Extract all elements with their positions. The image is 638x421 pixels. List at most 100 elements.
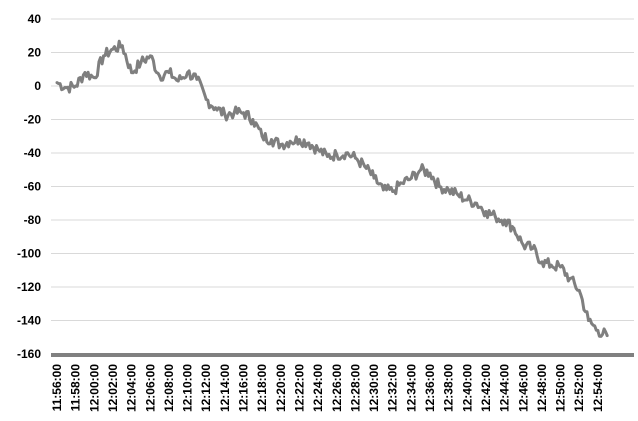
data-point	[139, 61, 143, 65]
x-tick-label: 12:22:00	[292, 364, 306, 412]
data-point	[391, 190, 395, 194]
x-axis-line	[51, 353, 634, 357]
x-tick-label: 12:06:00	[143, 364, 157, 412]
data-point	[447, 188, 451, 192]
x-tick-label: 12:16:00	[237, 364, 251, 412]
data-point	[148, 54, 152, 58]
data-point	[55, 81, 59, 85]
data-point	[186, 71, 190, 75]
data-point	[437, 185, 441, 188]
x-tick-label: 12:34:00	[404, 364, 418, 412]
x-tick-label: 12:00:00	[87, 364, 101, 412]
data-point	[223, 112, 227, 116]
data-point	[269, 138, 273, 142]
data-point	[531, 246, 535, 250]
x-tick-label: 12:54:00	[591, 364, 605, 412]
data-point	[251, 118, 255, 121]
x-tick-label: 11:56:00	[50, 364, 64, 412]
y-tick-label: -40	[24, 146, 42, 160]
x-tick-label: 12:48:00	[535, 364, 549, 412]
axes	[51, 353, 634, 357]
data-point	[484, 210, 488, 214]
x-tick-label: 12:08:00	[162, 364, 176, 412]
grid	[51, 18, 634, 321]
data-point	[297, 138, 301, 142]
y-tick-label: -80	[24, 213, 42, 227]
x-tick-label: 12:30:00	[367, 364, 381, 412]
data-point	[325, 154, 329, 158]
series-line	[56, 39, 609, 338]
x-tick-label: 12:12:00	[199, 364, 213, 412]
y-tick-label: 40	[28, 12, 42, 26]
data-point	[409, 176, 413, 180]
y-tick-label: 20	[28, 46, 42, 60]
data-point	[83, 71, 87, 75]
data-point	[64, 86, 68, 90]
x-tick-label: 12:36:00	[423, 364, 437, 412]
data-point	[279, 143, 283, 147]
x-tick-label: 12:44:00	[498, 364, 512, 412]
data-point	[419, 168, 423, 172]
x-tick-label: 12:24:00	[311, 364, 325, 412]
y-tick-label: -100	[17, 247, 41, 261]
data-point	[120, 44, 124, 48]
data-point	[475, 201, 479, 205]
data-point	[568, 277, 572, 281]
data-point	[428, 171, 432, 175]
data-point	[605, 334, 609, 338]
data-point	[549, 263, 553, 267]
data-point	[214, 106, 218, 110]
x-tick-label: 12:04:00	[125, 364, 139, 412]
data-point	[493, 215, 497, 219]
x-tick-label: 12:50:00	[554, 364, 568, 412]
data-point	[400, 181, 404, 185]
series-layer	[55, 39, 609, 338]
data-point	[344, 151, 348, 155]
data-point	[353, 156, 357, 160]
x-tick-label: 12:28:00	[348, 364, 362, 412]
data-point	[260, 134, 264, 138]
data-point	[456, 193, 460, 197]
data-point	[503, 218, 507, 222]
data-point	[372, 176, 376, 180]
data-point	[596, 329, 600, 333]
y-tick-label: -120	[17, 280, 41, 294]
data-point	[288, 139, 292, 143]
data-point	[204, 97, 208, 101]
data-point	[158, 74, 162, 78]
data-point	[232, 111, 236, 115]
x-tick-label: 12:52:00	[572, 364, 586, 412]
data-point	[130, 71, 134, 75]
data-point	[577, 288, 581, 292]
x-tick-label: 12:46:00	[516, 364, 530, 412]
x-tick-label: 11:58:00	[69, 364, 83, 412]
x-tick-label: 12:02:00	[106, 364, 120, 412]
data-point	[559, 265, 563, 269]
x-tick-label: 12:14:00	[218, 364, 232, 412]
data-point	[316, 148, 320, 152]
y-tick-label: -160	[17, 347, 41, 361]
x-tick-label: 12:26:00	[330, 364, 344, 412]
x-tick-label: 12:42:00	[479, 364, 493, 412]
data-point	[540, 260, 544, 264]
data-point	[521, 243, 525, 247]
data-point	[335, 153, 339, 157]
y-axis-ticks: 40 20 0 -20 -40 -60 -80 -100 -120 -140 -160	[17, 12, 41, 361]
data-point	[176, 79, 180, 83]
y-tick-label: -60	[24, 180, 42, 194]
data-point	[587, 319, 591, 322]
data-point	[363, 164, 367, 168]
x-tick-label: 12:10:00	[181, 364, 195, 412]
x-tick-label: 12:40:00	[460, 364, 474, 412]
x-axis-ticks: 11:56:00 11:58:00 12:00:00 12:02:00 12:04:00…	[50, 364, 605, 412]
x-tick-label: 12:18:00	[255, 364, 269, 412]
data-point	[167, 71, 171, 75]
data-point	[102, 54, 106, 58]
data-point	[195, 77, 199, 81]
data-point	[307, 141, 311, 145]
data-point	[512, 226, 516, 230]
data-point	[242, 111, 245, 115]
x-tick-label: 12:20:00	[274, 364, 288, 412]
